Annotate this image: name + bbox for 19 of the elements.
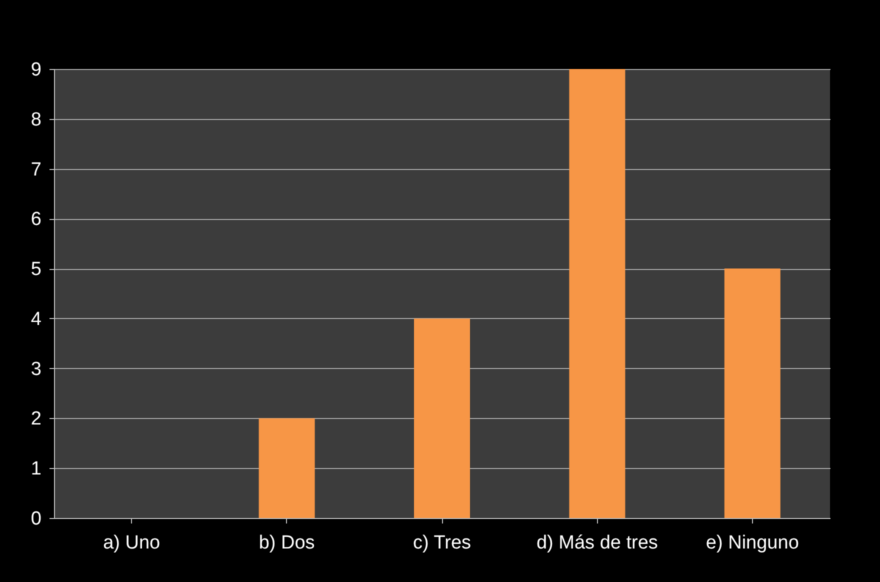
x-tick-label: b) Dos <box>258 532 315 554</box>
y-tick-label: 9 <box>30 60 42 80</box>
y-tick-label: 3 <box>30 358 42 380</box>
x-tick-label: c) Tres <box>412 532 472 554</box>
y-tick-label: 6 <box>30 209 42 230</box>
bar <box>724 268 780 518</box>
bar <box>414 318 470 518</box>
y-tick-label: 8 <box>30 109 42 130</box>
y-tick-label: 1 <box>30 458 42 480</box>
x-tick-label: d) Más de tres <box>536 532 658 554</box>
x-tick-label: a) Uno <box>103 532 160 554</box>
y-tick-label: 2 <box>30 408 42 430</box>
bar <box>569 69 626 518</box>
y-tick-label: 5 <box>30 259 42 280</box>
y-tick-label: 4 <box>30 308 42 330</box>
y-tick-label: 0 <box>30 508 42 530</box>
x-tick-label: e) Ninguno <box>706 532 799 554</box>
y-tick-label: 7 <box>30 159 42 180</box>
bar <box>258 418 315 518</box>
